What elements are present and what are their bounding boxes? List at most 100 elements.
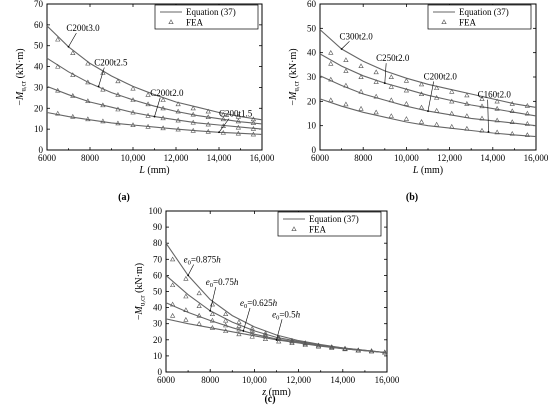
annotation-base: e [206, 277, 210, 287]
y-axis-sign: − [134, 314, 145, 320]
y-tick-label: 50 [34, 41, 44, 51]
fea-point [509, 130, 515, 136]
fea-point [205, 121, 211, 127]
fea-point [328, 97, 334, 103]
equation-curve [319, 53, 537, 117]
equation-curve [165, 274, 388, 354]
fea-point [196, 303, 202, 308]
annotation-leader [98, 67, 105, 87]
legend-marker-swatch [168, 19, 174, 24]
fea-point [115, 78, 121, 84]
y-tick-label: 30 [34, 82, 44, 92]
annotation-sub: 0 [276, 314, 279, 321]
fea-point [145, 112, 151, 118]
fea-point [220, 129, 226, 135]
x-tick-label: 12,000 [164, 153, 189, 163]
y-axis-sign: − [15, 100, 26, 106]
x-tick-label: 6000 [157, 375, 176, 385]
annotation-sub: 0 [244, 303, 247, 310]
y-tick-label: 30 [307, 72, 317, 82]
annotation-rest-h: h [216, 255, 221, 265]
fea-point [373, 109, 379, 115]
annotation-rest-h: h [273, 298, 278, 308]
series-e0=0.625h [165, 301, 388, 355]
fea-point [235, 118, 241, 124]
annotation-arrowhead [427, 110, 429, 112]
x-axis-variable: z [261, 387, 266, 398]
x-tick-label: 14,000 [207, 153, 232, 163]
fea-point [160, 115, 166, 121]
annotation-base: e [240, 298, 244, 308]
equation-curve [46, 25, 263, 121]
fea-point [403, 116, 410, 121]
fea-point [315, 343, 322, 349]
fea-point [145, 101, 151, 107]
x-axis-label: L (mm) [412, 165, 443, 176]
annotation-label: C250t2.0 [376, 53, 410, 63]
fea-point [100, 86, 106, 92]
fea-point [479, 96, 485, 101]
fea-point [70, 72, 76, 77]
fea-point [160, 125, 166, 131]
legend-fea-label: FEA [186, 18, 204, 28]
annotation-leader [384, 63, 387, 84]
fea-point [170, 312, 176, 318]
y-tick-label: 90 [153, 222, 163, 232]
annotation-arrowhead [187, 274, 190, 277]
annotation-label: C160t2.0 [478, 90, 512, 100]
fea-point [130, 85, 136, 91]
x-axis-label: z (mm) [261, 387, 291, 398]
annotation-arrowhead [67, 45, 70, 48]
panel-caption: (c) [264, 394, 275, 405]
fea-point [223, 317, 229, 323]
y-axis-symbol: M [134, 305, 145, 315]
annotation-leader [341, 41, 350, 50]
legend-box [154, 4, 259, 30]
fea-point [509, 108, 515, 114]
annotation-label: e0=0.75h [206, 277, 239, 289]
series-C200t1.5 [46, 110, 263, 137]
fea-point [249, 328, 255, 333]
y-tick-label: 10 [34, 124, 44, 134]
fea-point [183, 316, 189, 322]
fea-point [464, 92, 470, 98]
x-tick-label: 16,000 [524, 153, 549, 163]
fea-point [235, 124, 241, 130]
x-tick-label: 8000 [201, 375, 220, 385]
fea-point [524, 132, 530, 137]
chart-panel-b: 6000 8000 10,000 12,000 14,000 16,000 0 10 20 30 4… [288, 0, 549, 203]
fea-point [328, 60, 334, 66]
fea-point [418, 104, 425, 110]
fea-point [145, 92, 151, 97]
y-axis-subscript: u,cr [293, 80, 301, 91]
fea-point [479, 103, 485, 109]
fea-point [115, 106, 121, 112]
annotation-arrowhead [383, 82, 386, 84]
annotation-base: e [272, 309, 276, 319]
annotation-leader [68, 32, 77, 47]
annotation-leader [487, 99, 489, 132]
annotation-arrowhead [218, 131, 220, 134]
annotation-leader [187, 264, 194, 276]
fea-point [130, 97, 136, 102]
fea-point [276, 338, 282, 344]
fea-point [160, 105, 166, 111]
annotation-leader [276, 319, 283, 340]
annotation-arrowhead [209, 309, 212, 312]
series-C200t2.5 [46, 57, 263, 125]
y-tick-label: 60 [153, 270, 163, 280]
fea-point [55, 87, 61, 93]
annotation-label: C200t2.0 [424, 71, 458, 81]
fea-point [235, 113, 241, 119]
fea-point [170, 282, 176, 288]
annotation-arrowhead [242, 330, 245, 332]
legend-marker-swatch [291, 226, 297, 231]
y-tick-label: 60 [34, 20, 44, 30]
fea-point [209, 311, 216, 317]
fea-point [115, 92, 121, 97]
fea-point [115, 120, 121, 126]
equation-curve [46, 111, 263, 135]
x-tick-label: 6000 [38, 153, 57, 163]
fea-point [464, 125, 470, 131]
y-tick-label: 0 [312, 145, 317, 155]
